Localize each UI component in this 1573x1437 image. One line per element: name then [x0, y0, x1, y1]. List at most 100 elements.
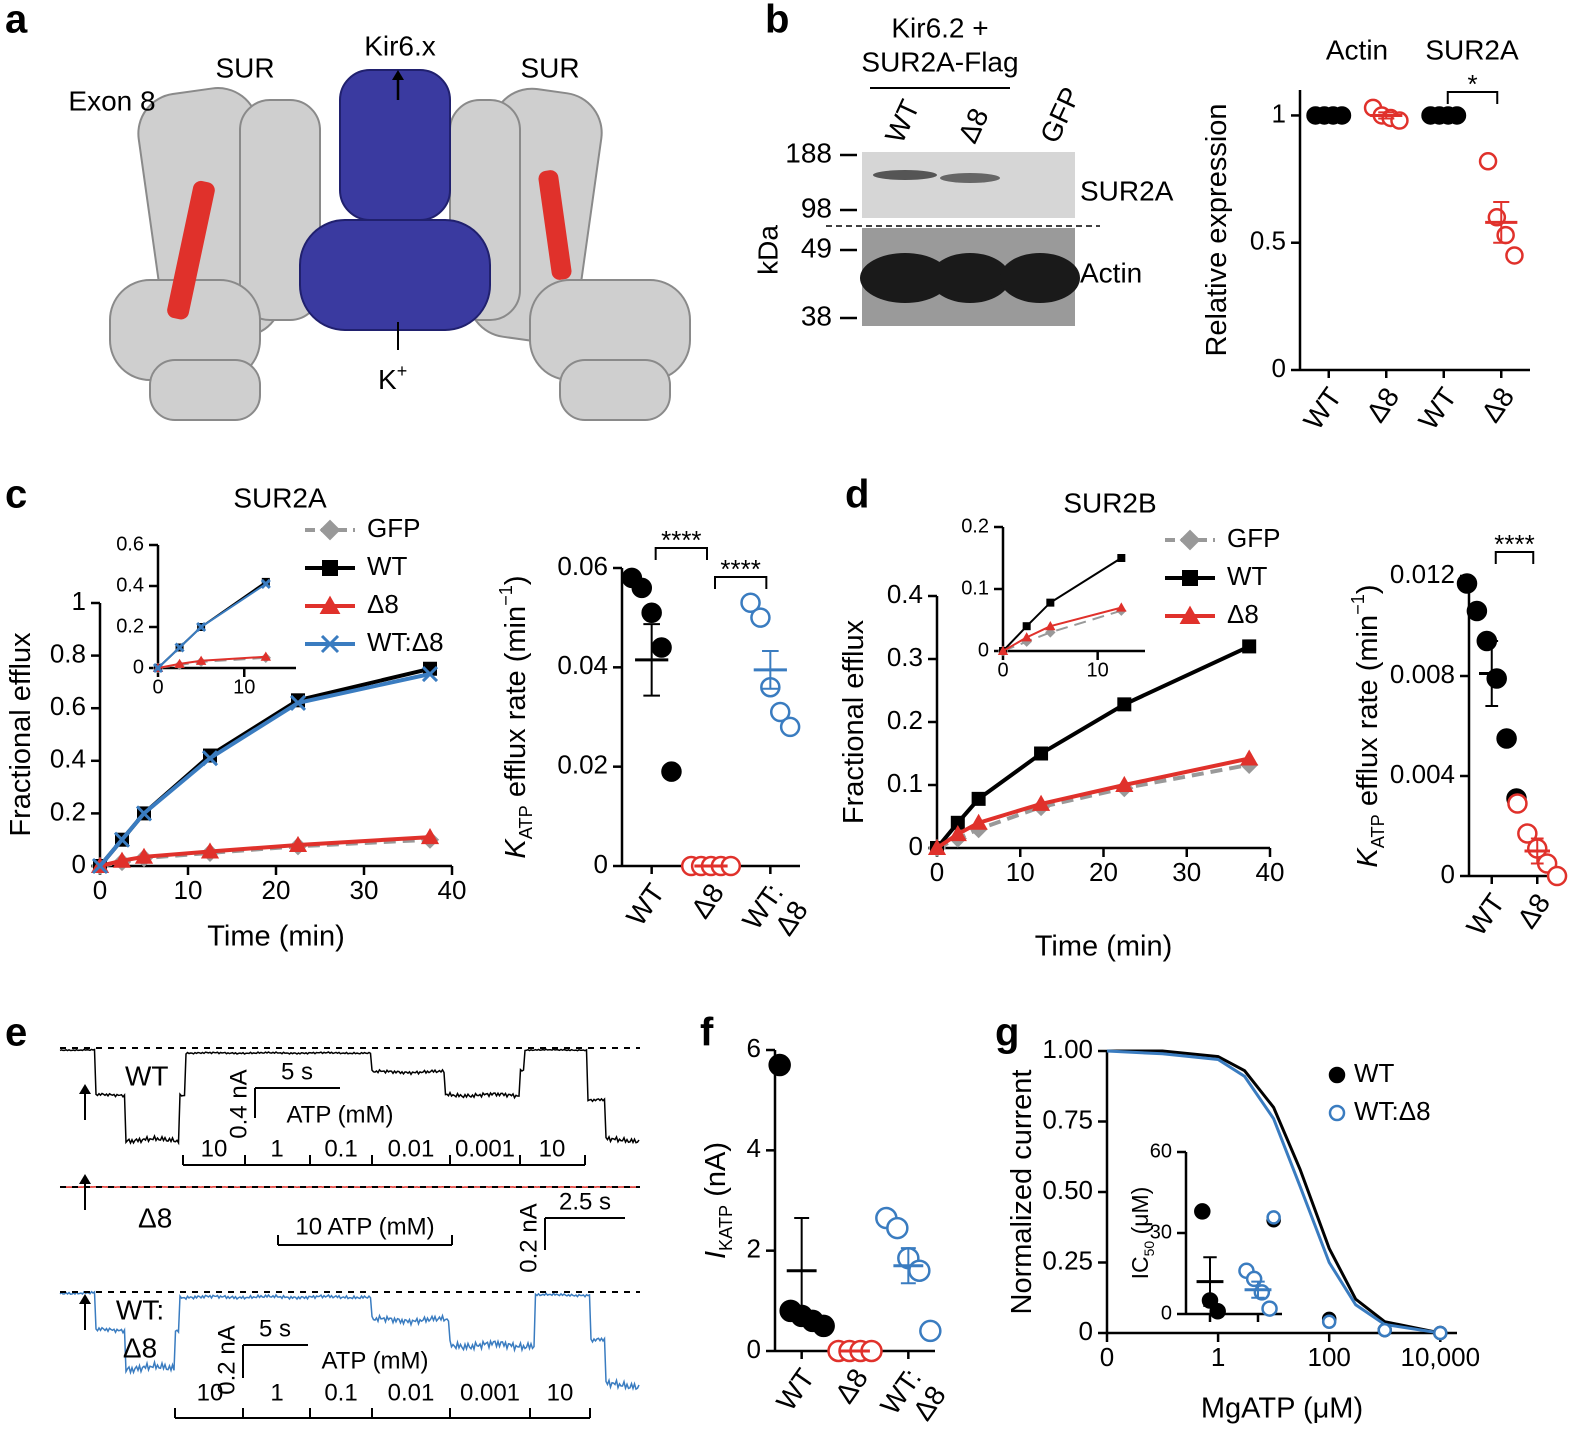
y-label-part: IC: [1127, 1256, 1153, 1279]
y-tick-label: 0: [747, 1334, 761, 1364]
marker-label: 38: [801, 300, 832, 331]
marker: [200, 842, 220, 859]
marker: [661, 761, 682, 782]
marker: [1117, 697, 1132, 712]
y-label-part: (nA): [700, 1142, 732, 1205]
x-tick-label: Δ8: [1475, 382, 1520, 428]
legend-label: WT:Δ8: [1354, 1096, 1431, 1126]
marker: [812, 1314, 835, 1338]
y-label-part: ATP: [516, 805, 536, 839]
x-tick-label: 0: [152, 676, 163, 698]
atp-title: 10 ATP (mM): [295, 1213, 434, 1240]
marker: [196, 621, 207, 633]
y-axis-label: KATP efflux rate (min−1): [1348, 584, 1388, 867]
significance-bracket: [714, 576, 768, 589]
significance-bracket: [654, 547, 708, 560]
y-tick-label: 0: [1441, 859, 1455, 889]
series-line: [98, 672, 431, 868]
blot-construct: SUR2A-Flag: [861, 46, 1018, 77]
y-tick-label: 0.8: [50, 638, 86, 668]
y-label-part: K: [500, 838, 532, 859]
panel-letter: f: [700, 1011, 714, 1055]
marker: [1496, 728, 1517, 749]
legend-label: WT: [1354, 1058, 1395, 1088]
y-tick-label: 0.6: [50, 691, 86, 721]
y-tick-label: 0.2: [961, 515, 989, 537]
marker: [1045, 621, 1056, 631]
x-tick-label: 0: [997, 659, 1008, 681]
y-label-part: I: [700, 1251, 732, 1259]
marker: [195, 655, 207, 665]
panel-letter: g: [995, 1011, 1019, 1055]
x-tick-label: 10: [1087, 659, 1109, 681]
x-tick-label: 40: [438, 875, 467, 905]
trace-label: Δ8: [138, 1202, 172, 1233]
marker: [1021, 632, 1032, 642]
marker: [201, 750, 219, 767]
x-tick-label: 10: [174, 875, 203, 905]
marker: [1245, 1270, 1263, 1288]
marker: [1466, 600, 1488, 622]
significance-bracket: [1494, 551, 1535, 564]
y-axis-label: Fractional efflux: [838, 619, 870, 824]
significance-label: ****: [1494, 529, 1534, 559]
atp-step: 10: [201, 1135, 228, 1162]
marker: [1182, 570, 1198, 586]
marker-label: 188: [785, 137, 832, 168]
legend-label: WT: [1227, 561, 1268, 591]
marker: [420, 827, 440, 845]
x-tick-label: 30: [350, 875, 379, 905]
structure-art: [109, 69, 691, 421]
marker: [1117, 554, 1126, 562]
x-axis-label: Time (min): [1035, 931, 1172, 963]
legend-label: WT: [367, 551, 408, 581]
y-tick-label: 30: [1150, 1221, 1172, 1243]
x-tick-label: WT: [1460, 888, 1510, 941]
y-tick-label: 0: [978, 639, 989, 661]
marker: [1034, 746, 1049, 761]
y-label-part: Fractional efflux: [838, 619, 870, 824]
y-label-part: KATP: [716, 1205, 736, 1251]
marker: [971, 791, 986, 806]
marker: [950, 815, 965, 830]
marker: [1507, 793, 1528, 814]
x-tick-label: 10: [233, 676, 255, 698]
marker: [260, 578, 271, 590]
significance-bracket: [1446, 91, 1499, 104]
y-label-part: ATP: [1368, 814, 1388, 848]
y-tick-label: 0.3: [887, 642, 923, 672]
marker: [886, 1216, 909, 1240]
atp-step: 1: [270, 1379, 283, 1406]
atp-step: 0.1: [324, 1379, 357, 1406]
marker: [1179, 605, 1201, 624]
marker: [997, 645, 1009, 655]
scale-current: 0.4 nA: [225, 1069, 252, 1138]
marker: [289, 694, 307, 712]
atp-step: 0.01: [388, 1135, 435, 1162]
marker-label: 49: [801, 232, 832, 263]
y-tick-label: 0.50: [1042, 1175, 1093, 1205]
y-tick-label: 0: [133, 656, 144, 678]
y-tick-label: 0.4: [116, 574, 144, 596]
x-axis-label: Time (min): [207, 921, 344, 953]
y-tick-label: 4: [747, 1133, 761, 1163]
marker: [319, 519, 341, 541]
marker: [1022, 622, 1031, 631]
y-tick-label: 0.5: [1250, 226, 1286, 256]
series-line: [1107, 1049, 1441, 1335]
structure-label: Kir6.x: [364, 30, 436, 61]
band-label: Actin: [1080, 257, 1142, 288]
marker: [1266, 1210, 1281, 1225]
scale-time: 5 s: [259, 1315, 291, 1342]
error-bar: [1493, 201, 1510, 244]
marker: [1046, 598, 1055, 607]
y-tick-label: 0: [1161, 1302, 1172, 1324]
y-tick-label: 0.008: [1390, 659, 1455, 689]
y-tick-label: 0: [1272, 353, 1286, 383]
atp-step: 0.001: [455, 1135, 515, 1162]
y-label-part: efflux rate (min: [500, 606, 532, 805]
marker: [135, 805, 153, 822]
x-axis-label: MgATP (μM): [1201, 1393, 1363, 1425]
y-tick-label: 0.2: [50, 796, 86, 826]
y-tick-label: 0.1: [887, 768, 923, 798]
